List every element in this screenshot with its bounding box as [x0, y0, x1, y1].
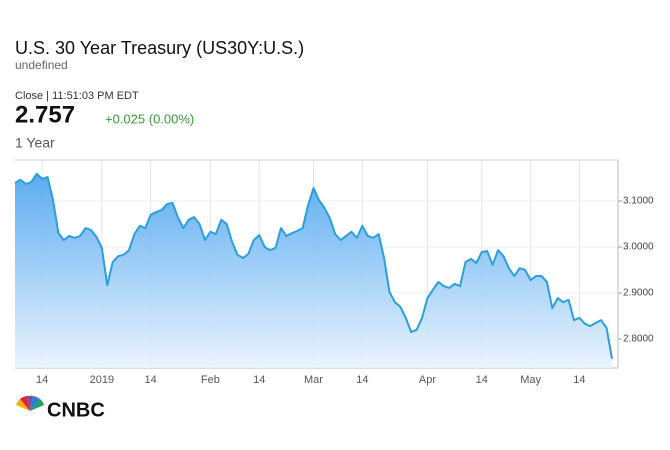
x-tick-label: 2019 — [90, 374, 114, 386]
x-tick-label: 14 — [36, 374, 48, 386]
x-tick-label: Apr — [419, 374, 436, 386]
y-tick-label: 3.0000 — [623, 242, 654, 253]
x-tick-label: Mar — [304, 374, 323, 386]
x-tick-label: May — [520, 374, 541, 386]
chart-title: U.S. 30 Year Treasury (US30Y:U.S.) — [15, 38, 304, 58]
last-price: 2.757 — [15, 101, 75, 128]
close-label: Close | 11:51:03 PM EDT — [15, 90, 139, 102]
logo: CNBC — [16, 395, 105, 421]
price-change: +0.025 (0.00%) — [105, 111, 194, 126]
plot: 14 2019 14 Feb 14 Mar 14 Apr 14 May 14 2.8000 2.9000… — [14, 159, 654, 386]
x-tick-label: Feb — [201, 374, 220, 386]
y-tick-label: 2.9000 — [623, 288, 654, 299]
y-tick-label: 2.8000 — [623, 334, 654, 345]
subtitle: undefined — [15, 58, 68, 72]
x-tick-label: 14 — [145, 374, 157, 386]
brand: CNBC — [47, 399, 105, 421]
area — [15, 173, 612, 368]
x-tick-label: 14 — [573, 374, 585, 386]
y-tick-label: 3.1000 — [623, 196, 654, 207]
period: 1 Year — [15, 135, 55, 151]
x-tick-label: 14 — [356, 374, 368, 386]
x-tick-label: 14 — [476, 374, 488, 386]
line — [14, 172, 613, 359]
x-tick-label: 14 — [253, 374, 265, 386]
